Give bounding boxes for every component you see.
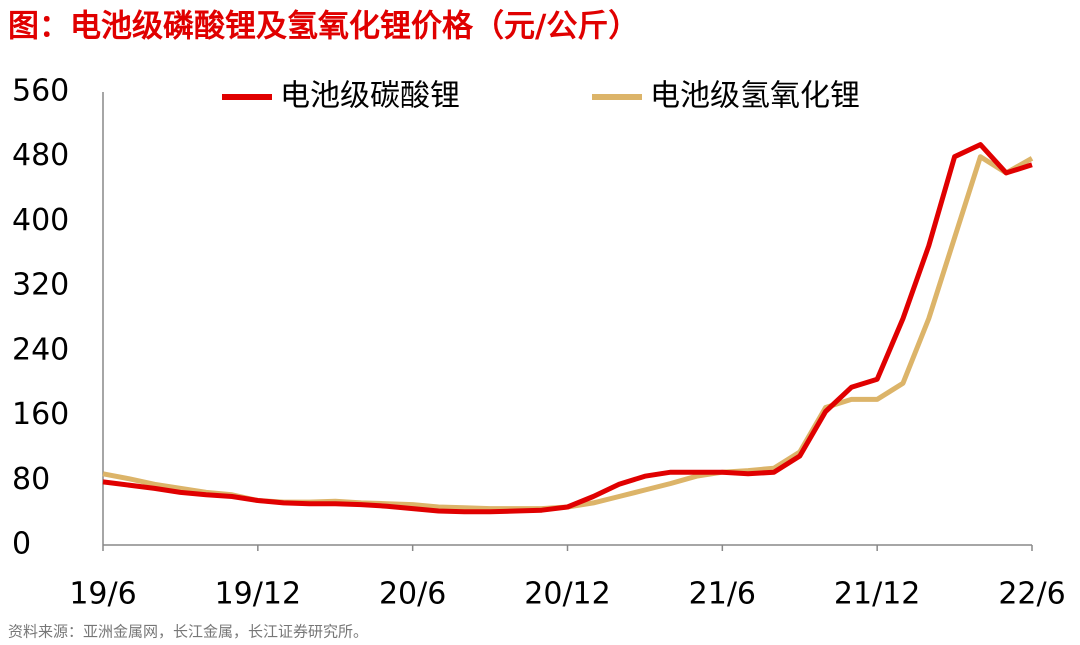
y-tick-label: 80 (12, 462, 50, 497)
source-note: 资料来源：亚洲金属网，长江金属，长江证券研究所。 (8, 623, 368, 641)
x-tick-label: 20/6 (379, 577, 446, 612)
x-tick-label: 22/6 (998, 577, 1065, 612)
y-tick-label: 480 (12, 138, 69, 173)
series-line (102, 142, 1033, 515)
series-line (102, 154, 1034, 512)
y-tick-label: 320 (12, 268, 69, 303)
y-tick-label: 400 (12, 203, 69, 238)
x-tick-label: 19/12 (215, 577, 301, 612)
legend-label: 电池级氢氧化锂 (650, 79, 860, 114)
y-tick-label: 160 (12, 397, 69, 432)
x-tick-label: 19/6 (69, 577, 136, 612)
legend-label: 电池级碳酸锂 (280, 79, 460, 114)
x-tick-label: 20/12 (524, 577, 610, 612)
y-tick-label: 0 (12, 527, 31, 562)
x-tick-label: 21/6 (689, 577, 756, 612)
y-tick-label: 240 (12, 332, 69, 367)
x-tick-label: 21/12 (834, 577, 920, 612)
chart-title: 图：电池级磷酸锂及氢氧化锂价格（元/公斤） (8, 9, 639, 45)
y-tick-label: 560 (12, 74, 69, 109)
